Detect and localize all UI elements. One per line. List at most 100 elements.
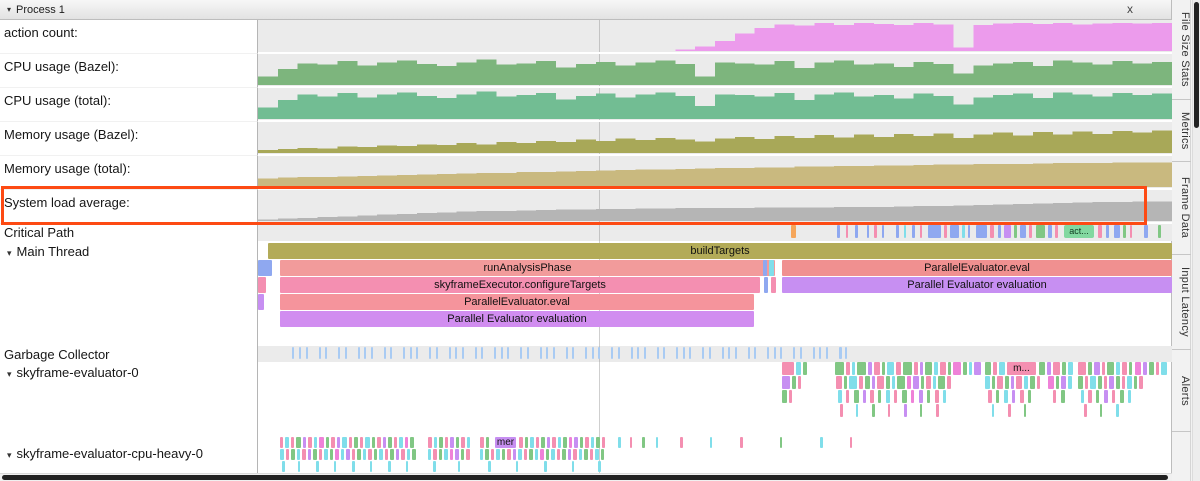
event-slice[interactable] [907, 376, 911, 389]
event-tick[interactable] [553, 347, 555, 359]
event-slice[interactable] [1048, 376, 1054, 389]
event-slice[interactable] [434, 437, 437, 448]
event-slice[interactable] [852, 362, 855, 375]
event-slice[interactable] [574, 437, 578, 448]
event-slice[interactable] [377, 437, 381, 448]
event-slice[interactable] [535, 449, 538, 460]
event-tick[interactable] [867, 225, 869, 238]
event-slice[interactable] [324, 449, 328, 460]
event-slice[interactable] [820, 437, 823, 448]
event-slice[interactable] [598, 461, 601, 472]
event-slice[interactable] [914, 362, 918, 375]
event-slice[interactable] [886, 376, 890, 389]
event-tick[interactable] [1158, 225, 1161, 238]
event-slice[interactable] [428, 449, 431, 460]
track-canvas-action-count[interactable] [258, 20, 1172, 54]
tab-alerts[interactable]: Alerts [1172, 350, 1191, 432]
event-tick[interactable] [429, 347, 431, 359]
event-tick[interactable] [728, 347, 730, 359]
event-slice[interactable] [921, 376, 924, 389]
event-slice[interactable] [445, 437, 448, 448]
event-slice[interactable] [388, 461, 391, 472]
event-slice[interactable] [846, 362, 850, 375]
event-tick[interactable] [1004, 225, 1011, 238]
event-slice[interactable] [547, 437, 550, 448]
event-slice[interactable] [1156, 362, 1159, 375]
event-slice[interactable] [1068, 376, 1072, 389]
event-slice[interactable] [363, 449, 366, 460]
event-tick[interactable] [475, 347, 477, 359]
event-slice[interactable] [1011, 376, 1014, 389]
event-slice[interactable] [782, 376, 790, 389]
event-slice[interactable] [541, 437, 545, 448]
event-tick[interactable] [663, 347, 665, 359]
event-tick[interactable] [657, 347, 659, 359]
event-slice[interactable] [925, 362, 932, 375]
slice-m[interactable]: m... [1007, 362, 1036, 375]
event-slice[interactable] [280, 449, 284, 460]
event-slice[interactable] [789, 390, 792, 403]
event-slice[interactable] [319, 449, 322, 460]
event-slice[interactable] [792, 376, 796, 389]
event-slice[interactable] [396, 449, 399, 460]
event-slice[interactable] [335, 449, 339, 460]
track-canvas-garbage-collector[interactable] [258, 346, 1172, 362]
event-slice[interactable] [920, 404, 922, 417]
event-slice[interactable] [936, 404, 939, 417]
event-slice[interactable] [1078, 376, 1083, 389]
event-slice[interactable] [1008, 404, 1011, 417]
event-slice[interactable] [618, 437, 621, 448]
event-tick[interactable] [813, 347, 815, 359]
event-slice[interactable] [467, 437, 470, 448]
event-slice[interactable] [969, 362, 972, 375]
event-tick[interactable] [572, 347, 574, 359]
event-tick[interactable] [292, 347, 294, 359]
event-slice[interactable] [524, 449, 527, 460]
event-slice[interactable] [1094, 362, 1100, 375]
track-label-garbage-collector[interactable]: Garbage Collector [0, 346, 258, 362]
event-slice[interactable] [601, 449, 604, 460]
track-canvas-main-thread[interactable]: buildTargets runAnalysisPhase ParallelEval… [258, 241, 1172, 346]
event-slice[interactable] [308, 449, 311, 460]
track-canvas-skyframe-evaluator-cpu-heavy-0[interactable]: mer [258, 437, 1172, 473]
event-tick[interactable] [968, 225, 970, 238]
event-slice[interactable] [390, 449, 394, 460]
event-slice[interactable] [1104, 376, 1107, 389]
event-slice[interactable] [461, 449, 464, 460]
event-slice[interactable] [1081, 390, 1084, 403]
tab-input-latency[interactable]: Input Latency [1172, 255, 1191, 350]
event-slice[interactable] [349, 437, 352, 448]
event-slice[interactable] [782, 390, 787, 403]
event-slice[interactable] [466, 449, 470, 460]
event-tick[interactable] [358, 347, 360, 359]
event-tick[interactable] [998, 225, 1001, 238]
event-slice[interactable] [385, 449, 388, 460]
event-slice[interactable] [1090, 376, 1096, 389]
event-slice[interactable] [854, 390, 859, 403]
event-slice[interactable] [562, 449, 566, 460]
event-tick[interactable] [950, 225, 959, 238]
event-tick[interactable] [780, 347, 782, 359]
tab-metrics[interactable]: Metrics [1172, 100, 1191, 162]
event-tick[interactable] [702, 347, 704, 359]
event-slice[interactable] [882, 362, 885, 375]
event-slice[interactable] [1135, 362, 1141, 375]
event-slice[interactable] [782, 362, 794, 375]
event-tick[interactable] [481, 347, 483, 359]
event-slice[interactable] [280, 437, 283, 448]
event-slice[interactable] [1134, 376, 1137, 389]
event-slice[interactable] [496, 449, 500, 460]
event-slice[interactable] [913, 376, 919, 389]
event-slice[interactable] [763, 260, 767, 276]
event-slice[interactable] [296, 437, 301, 448]
slice-parallel-evaluator-evaluation[interactable]: Parallel Evaluator evaluation [280, 311, 754, 327]
event-tick[interactable] [527, 347, 529, 359]
event-slice[interactable] [1116, 404, 1119, 417]
collapse-arrow-icon[interactable]: ▾ [7, 5, 12, 14]
event-tick[interactable] [338, 347, 340, 359]
event-tick[interactable] [644, 347, 646, 359]
track-label-critical-path[interactable]: Critical Path [0, 224, 258, 241]
event-slice[interactable] [1149, 362, 1154, 375]
event-slice[interactable] [258, 277, 266, 293]
event-slice[interactable] [297, 449, 300, 460]
